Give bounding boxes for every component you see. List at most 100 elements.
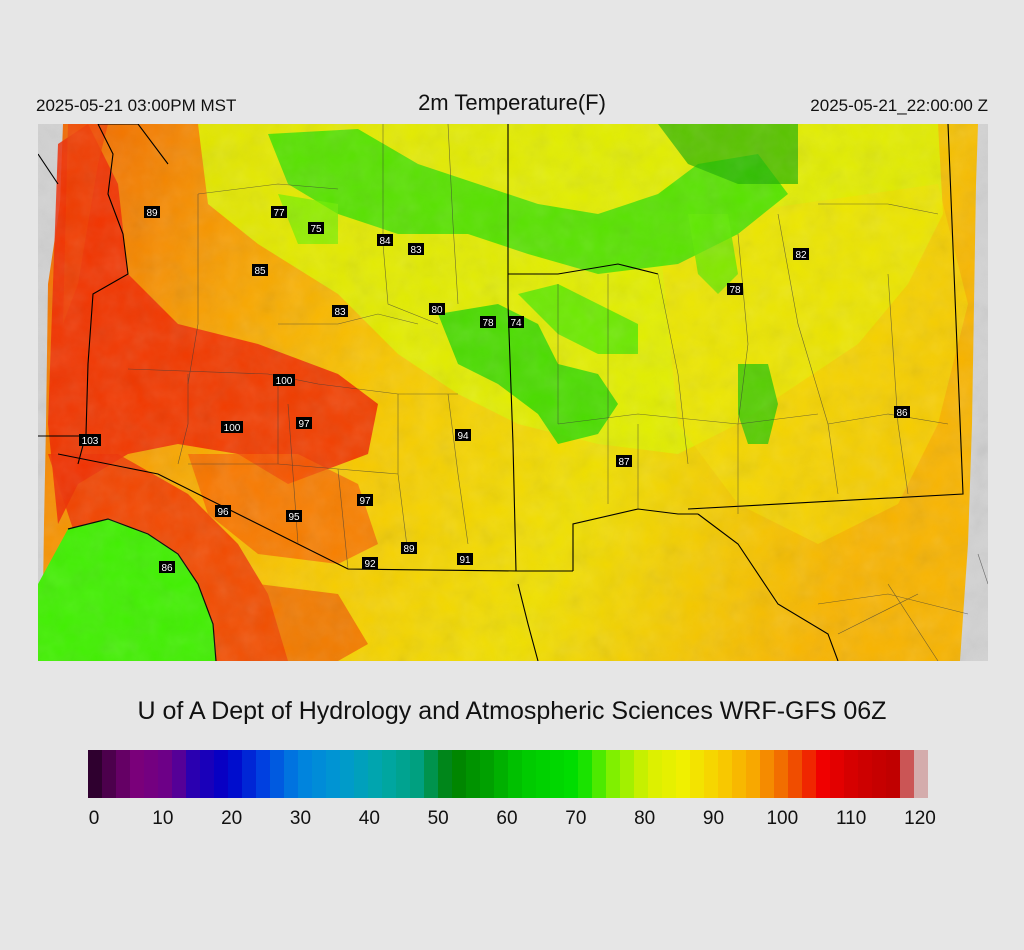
station-label-value: 86 xyxy=(896,408,908,419)
station-label: 78 xyxy=(480,316,496,329)
station-label-value: 94 xyxy=(457,431,469,442)
station-label-box xyxy=(286,510,302,522)
color-scale-tick-label: 70 xyxy=(565,808,587,829)
station-label-value: 78 xyxy=(482,318,494,329)
color-scale-segment xyxy=(200,750,215,798)
color-scale-segment xyxy=(256,750,271,798)
station-label: 86 xyxy=(894,406,910,419)
station-label-value: 95 xyxy=(288,512,300,523)
station-label-value: 92 xyxy=(364,559,376,570)
color-scale-segment xyxy=(788,750,803,798)
color-scale-segment xyxy=(676,750,691,798)
station-label-value: 82 xyxy=(795,250,807,261)
color-scale-segment xyxy=(732,750,747,798)
color-scale-segment xyxy=(438,750,453,798)
station-label: 103 xyxy=(79,434,101,447)
station-label-box xyxy=(727,283,743,295)
color-scale-segment xyxy=(872,750,887,798)
station-labels: 89 77 75 84 83 85 83 80 78 74 82 78 100 100 97 94 103 86 8… xyxy=(79,206,910,574)
station-label: 83 xyxy=(332,305,348,318)
station-label-box xyxy=(296,417,312,429)
color-scale-segment xyxy=(466,750,481,798)
color-scale-segment xyxy=(886,750,901,798)
station-label: 89 xyxy=(401,542,417,555)
station-label: 77 xyxy=(271,206,287,219)
station-label-value: 75 xyxy=(310,224,322,235)
map-title: 2m Temperature(F) xyxy=(418,90,606,115)
color-scale-segment xyxy=(480,750,495,798)
station-label-value: 97 xyxy=(298,419,310,430)
color-scale-segment xyxy=(312,750,327,798)
color-scale-segment xyxy=(354,750,369,798)
station-label: 91 xyxy=(457,553,473,566)
station-label: 84 xyxy=(377,234,393,247)
color-scale-segment xyxy=(774,750,789,798)
color-scale-segment xyxy=(746,750,761,798)
credit-line: U of A Dept of Hydrology and Atmospheric… xyxy=(137,697,887,725)
color-scale-tick-label: 120 xyxy=(904,808,936,829)
color-scale-segment xyxy=(662,750,677,798)
color-scale-segment xyxy=(634,750,649,798)
station-label: 97 xyxy=(296,417,312,430)
station-label: 80 xyxy=(429,303,445,316)
station-label-box xyxy=(401,542,417,554)
station-label-box xyxy=(508,316,524,328)
station-label-box xyxy=(332,305,348,317)
color-scale-segment xyxy=(522,750,537,798)
station-label-value: 97 xyxy=(359,496,371,507)
station-label-value: 91 xyxy=(459,555,471,566)
color-scale-segment xyxy=(340,750,355,798)
station-label-box xyxy=(793,248,809,260)
color-scale-segment xyxy=(564,750,579,798)
color-scale-segment xyxy=(228,750,243,798)
station-label: 75 xyxy=(308,222,324,235)
station-label-value: 84 xyxy=(379,236,391,247)
station-label-box xyxy=(408,243,424,255)
station-label-value: 83 xyxy=(334,307,346,318)
temperature-map: 89 77 75 84 83 85 83 80 78 74 82 78 100 100 97 94 103 86 8… xyxy=(38,124,988,661)
color-scale-segment xyxy=(284,750,299,798)
station-label-box xyxy=(894,406,910,418)
color-scale-segment xyxy=(844,750,859,798)
station-label-value: 80 xyxy=(431,305,443,316)
color-scale-bar xyxy=(88,750,928,798)
station-label-value: 78 xyxy=(729,285,741,296)
station-label: 95 xyxy=(286,510,302,523)
color-scale-tick-label: 100 xyxy=(766,808,799,829)
color-scale-segment xyxy=(760,750,775,798)
station-label-value: 86 xyxy=(161,563,173,574)
station-label: 87 xyxy=(616,455,632,468)
station-label-value: 89 xyxy=(146,208,158,219)
color-scale-ticks: 0 10 20 30 40 50 60 70 80 90 100 110 120 xyxy=(0,808,1024,838)
station-label: 83 xyxy=(408,243,424,256)
color-scale-segment xyxy=(536,750,551,798)
station-label: 100 xyxy=(273,374,295,387)
color-scale-segment xyxy=(144,750,159,798)
color-scale-tick-label: 30 xyxy=(289,808,312,829)
station-label-value: 103 xyxy=(82,436,99,447)
color-scale-segment xyxy=(494,750,509,798)
color-scale-segment xyxy=(900,750,915,798)
color-scale-segment xyxy=(102,750,117,798)
color-scale-segment xyxy=(242,750,257,798)
station-label-value: 85 xyxy=(254,266,266,277)
station-label-box xyxy=(480,316,496,328)
station-label-box xyxy=(377,234,393,246)
color-scale-segment xyxy=(704,750,719,798)
station-label-box xyxy=(144,206,160,218)
station-label-value: 100 xyxy=(276,376,293,387)
color-scale-segment xyxy=(648,750,663,798)
color-scale-tick-label: 40 xyxy=(358,808,380,829)
station-label-box xyxy=(159,561,175,573)
color-scale-segment xyxy=(816,750,831,798)
color-scale-segment xyxy=(578,750,593,798)
station-label-box xyxy=(221,421,243,433)
color-scale-segment xyxy=(690,750,705,798)
station-label-value: 74 xyxy=(510,318,522,329)
color-scale-segment xyxy=(620,750,635,798)
color-scale-tick-label: 80 xyxy=(634,808,656,829)
color-scale-segment xyxy=(592,750,607,798)
station-label-value: 96 xyxy=(217,507,229,518)
color-scale-segment xyxy=(88,750,103,798)
station-label: 85 xyxy=(252,264,268,277)
